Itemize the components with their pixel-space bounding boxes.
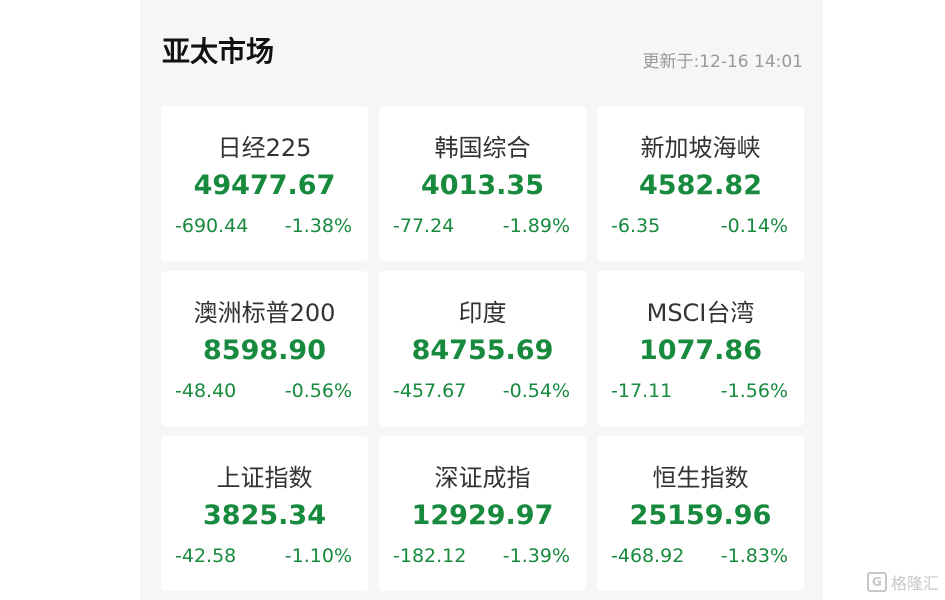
index-name: 澳洲标普200 (193, 299, 336, 327)
index-card[interactable]: 新加坡海峡 4582.82 -6.35 -0.14% (597, 106, 804, 261)
index-change: -468.92 (611, 545, 685, 567)
index-price: 8598.90 (203, 335, 326, 366)
index-percent: -0.14% (720, 215, 788, 237)
index-name: 新加坡海峡 (640, 134, 761, 162)
index-price: 4582.82 (639, 170, 762, 201)
index-change: -48.40 (175, 380, 237, 402)
index-price: 49477.67 (193, 170, 336, 201)
index-percent: -1.89% (502, 215, 570, 237)
update-time: 更新于:12-16 14:01 (642, 52, 803, 72)
index-percent: -1.10% (284, 545, 352, 567)
index-change: -17.11 (611, 380, 673, 402)
index-card[interactable]: 深证成指 12929.97 -182.12 -1.39% (379, 436, 586, 591)
index-card[interactable]: 韩国综合 4013.35 -77.24 -1.89% (379, 106, 586, 261)
index-change: -457.67 (393, 380, 467, 402)
index-name: 韩国综合 (434, 134, 531, 162)
watermark-logo: G 格隆汇 (866, 570, 939, 594)
index-name: 上证指数 (216, 464, 313, 492)
watermark-text: 格隆汇 (890, 574, 939, 593)
index-percent: -1.83% (720, 545, 788, 567)
index-change: -6.35 (611, 215, 661, 237)
index-name: 深证成指 (434, 464, 531, 492)
index-name: MSCI台湾 (646, 299, 755, 327)
index-name: 印度 (458, 299, 507, 327)
index-card[interactable]: MSCI台湾 1077.86 -17.11 -1.56% (597, 271, 804, 426)
index-card[interactable]: 恒生指数 25159.96 -468.92 -1.83% (597, 436, 804, 591)
index-change: -182.12 (393, 545, 467, 567)
index-price: 25159.96 (629, 500, 772, 531)
index-price: 1077.86 (639, 335, 762, 366)
index-percent: -0.54% (502, 380, 570, 402)
index-percent: -1.39% (502, 545, 570, 567)
index-percent: -1.56% (720, 380, 788, 402)
index-card[interactable]: 日经225 49477.67 -690.44 -1.38% (161, 106, 368, 261)
index-card[interactable]: 印度 84755.69 -457.67 -0.54% (379, 271, 586, 426)
index-percent: -1.38% (284, 215, 352, 237)
index-change: -77.24 (393, 215, 455, 237)
index-price: 4013.35 (421, 170, 544, 201)
index-price: 84755.69 (411, 335, 554, 366)
index-card[interactable]: 澳洲标普200 8598.90 -48.40 -0.56% (161, 271, 368, 426)
index-name: 日经225 (217, 134, 312, 162)
index-name: 恒生指数 (652, 464, 749, 492)
index-card[interactable]: 上证指数 3825.34 -42.58 -1.10% (161, 436, 368, 591)
index-price: 12929.97 (411, 500, 554, 531)
index-percent: -0.56% (284, 380, 352, 402)
section-title: 亚太市场 (162, 35, 275, 68)
index-change: -42.58 (175, 545, 237, 567)
index-change: -690.44 (175, 215, 249, 237)
logo-icon: G (866, 572, 887, 592)
index-price: 3825.34 (203, 500, 326, 531)
